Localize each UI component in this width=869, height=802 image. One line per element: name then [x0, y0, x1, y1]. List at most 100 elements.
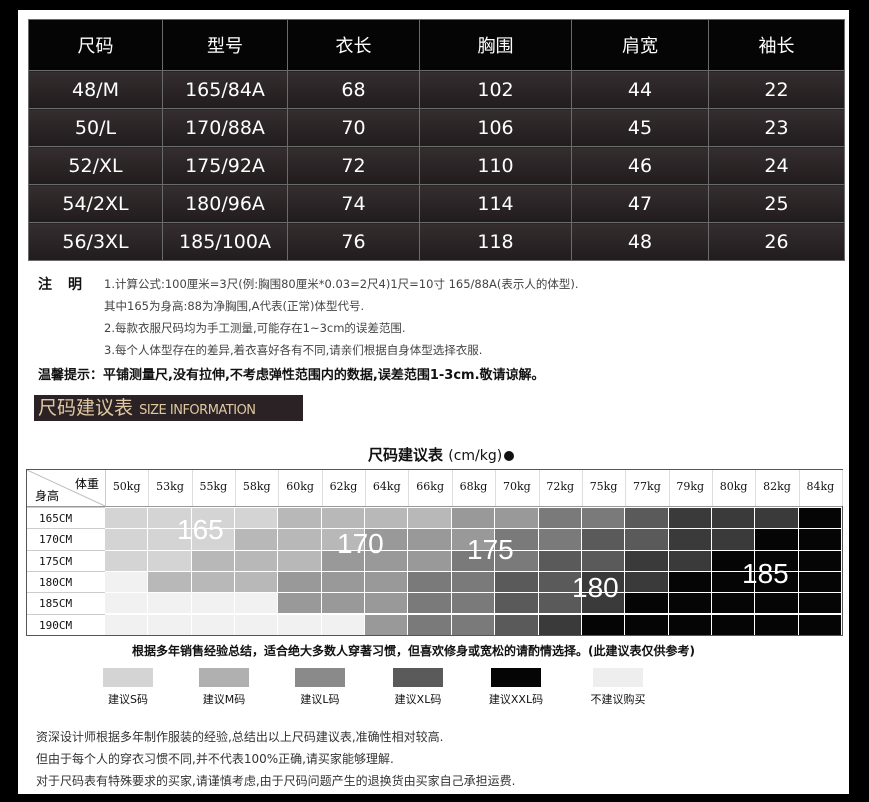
- grid-cell: [451, 507, 496, 529]
- header-length: 衣长: [287, 19, 420, 71]
- grid-cell: [581, 613, 626, 635]
- grid-cell: [105, 528, 149, 550]
- note-line: 2.每款衣服尺码均为手工测量,可能存在1~3cm的误差范围.: [104, 321, 406, 335]
- grid-cell: [321, 507, 366, 529]
- weight-col-header: 79kg: [669, 470, 713, 506]
- height-row-header: 180CM: [27, 570, 105, 592]
- banner-cn: 尺码建议表: [38, 397, 134, 419]
- size-table-header: 尺码 型号 衣长 胸围 肩宽 袖长: [28, 19, 845, 71]
- grid-cell: [148, 570, 192, 593]
- size-zone-label: 170: [337, 528, 384, 559]
- size-zone-label: 165: [177, 514, 224, 545]
- grid-cell: [798, 592, 842, 614]
- height-row-header: 170CM: [27, 528, 105, 549]
- legend-label: 建议XXL码: [488, 693, 544, 706]
- grid-cell: [278, 570, 322, 593]
- grid-cell: [235, 613, 279, 635]
- footer-line: 但由于每个人的穿衣习惯不同,并不代表100%正确,请买家能够理解.: [36, 752, 394, 766]
- grid-cell: [278, 613, 322, 635]
- size-cell: 68: [287, 70, 420, 109]
- recommend-grid: 体重 身高 50kg 53kg 55kg 58kg 60kg 62kg 64kg 66kg 68…: [26, 469, 843, 636]
- grid-cell: [538, 528, 582, 550]
- size-cell: 23: [708, 108, 845, 147]
- grid-cell: [711, 549, 756, 571]
- legend-label: 建议XL码: [394, 693, 442, 706]
- legend-item: 建议L码: [280, 668, 360, 707]
- grid-cell: [711, 613, 756, 635]
- grid-cell: [365, 507, 409, 529]
- size-cell: 52/XL: [28, 146, 163, 185]
- grid-cell: [408, 613, 452, 635]
- weight-col-header: 75kg: [582, 470, 627, 506]
- grid-cell: [798, 528, 842, 550]
- grid-cell: [755, 528, 799, 550]
- grid-cell: [668, 613, 712, 635]
- size-cell: 47: [571, 184, 709, 223]
- grid-cell: [148, 549, 192, 571]
- size-cell: 72: [287, 146, 420, 185]
- size-chart-page: 尺码 型号 衣长 胸围 肩宽 袖长 48/M 165/84A 68 102 44 22 50…: [18, 10, 849, 794]
- recommend-title: 尺码建议表 (cm/kg): [368, 444, 515, 465]
- size-cell: 185/100A: [162, 222, 288, 261]
- size-zone-label: 185: [742, 558, 789, 589]
- size-cell: 25: [708, 184, 845, 223]
- note-line: 3.每个人体型存在的差异,着衣喜好各有不同,请亲们根据自身体型选择衣服.: [104, 343, 483, 357]
- legend-swatch: [295, 668, 345, 687]
- grid-cell: [495, 507, 539, 529]
- grid-cell: [191, 549, 236, 571]
- grid-cell: [408, 528, 452, 550]
- note-line: 其中165为身高:88为净胸围,A代表(正常)体型代号.: [104, 299, 365, 313]
- size-row: 50/L 170/88A 70 106 45 23: [28, 108, 845, 147]
- size-cell: 106: [419, 108, 572, 147]
- grid-cell: [798, 549, 842, 571]
- note-line: 1.计算公式:100厘米=3尺(例:胸围80厘米*0.03=2尺4)1尺=10寸…: [104, 277, 579, 291]
- grid-cell: [148, 592, 192, 614]
- grid-cell: [581, 570, 626, 593]
- grid-cell: [148, 613, 192, 635]
- grid-cell: [755, 570, 799, 593]
- header-sleeve: 袖长: [708, 19, 845, 71]
- grid-cell: [798, 507, 842, 529]
- weight-col-header: 62kg: [322, 470, 367, 506]
- weight-col-header: 58kg: [235, 470, 280, 506]
- grid-cell: [625, 549, 669, 571]
- height-label: 身高: [35, 489, 60, 503]
- height-row-header: 190CM: [27, 613, 105, 635]
- grid-cell: [755, 592, 799, 614]
- height-row-header: 175CM: [27, 549, 105, 571]
- grid-cell: [365, 613, 409, 635]
- legend-swatch: [393, 668, 443, 687]
- weight-col-header: 64kg: [365, 470, 410, 506]
- grid-cell: [148, 507, 192, 529]
- size-cell: 45: [571, 108, 709, 147]
- grid-cell: [321, 570, 366, 593]
- size-zone-label: 175: [467, 534, 514, 565]
- size-cell: 26: [708, 222, 845, 261]
- footer-line: 资深设计师根据多年制作服装的经验,总结出以上尺码建议表,准确性相对较高.: [36, 730, 444, 744]
- size-cell: 56/3XL: [28, 222, 163, 261]
- grid-cell: [191, 613, 236, 635]
- grid-cell: [581, 507, 626, 529]
- weight-col-header: 50kg: [105, 470, 150, 506]
- legend-swatch: [593, 668, 643, 687]
- weight-col-header: 70kg: [495, 470, 540, 506]
- grid-cell: [538, 570, 582, 593]
- legend-item: 建议XXL码: [476, 668, 556, 707]
- size-cell: 54/2XL: [28, 184, 163, 223]
- grid-cell: [191, 507, 236, 529]
- weight-col-header: 82kg: [755, 470, 800, 506]
- grid-cell: [235, 549, 279, 571]
- size-cell: 175/92A: [162, 146, 288, 185]
- grid-cell: [191, 592, 236, 614]
- size-cell: 48/M: [28, 70, 163, 109]
- size-row: 56/3XL 185/100A 76 118 48 26: [28, 222, 845, 261]
- grid-cell: [668, 549, 712, 571]
- size-cell: 50/L: [28, 108, 163, 147]
- size-row: 52/XL 175/92A 72 110 46 24: [28, 146, 845, 185]
- recommend-title-text: 尺码建议表: [368, 446, 444, 464]
- grid-cell: [451, 570, 496, 593]
- legend-label: 建议S码: [108, 693, 148, 706]
- grid-cell: [451, 592, 496, 614]
- grid-cell: [235, 528, 279, 550]
- notes-heading: 注 明: [38, 277, 83, 293]
